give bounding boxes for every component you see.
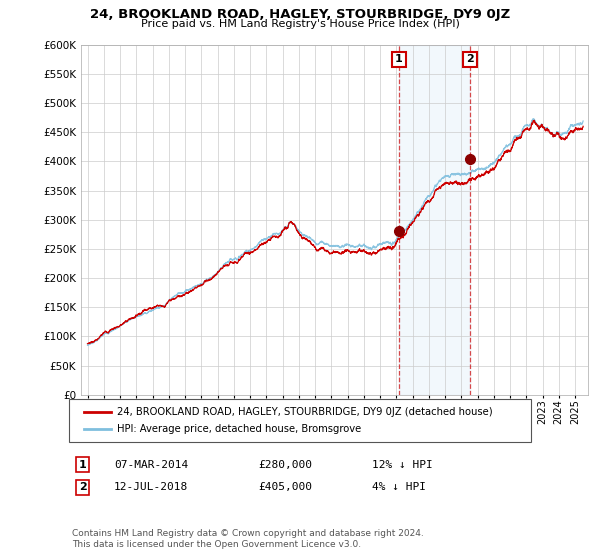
Text: 12% ↓ HPI: 12% ↓ HPI bbox=[372, 460, 433, 470]
Bar bbox=[399, 45, 470, 395]
Text: 24, BROOKLAND ROAD, HAGLEY, STOURBRIDGE, DY9 0JZ: 24, BROOKLAND ROAD, HAGLEY, STOURBRIDGE,… bbox=[90, 8, 510, 21]
Text: HPI: Average price, detached house, Bromsgrove: HPI: Average price, detached house, Brom… bbox=[117, 424, 361, 434]
Text: 4% ↓ HPI: 4% ↓ HPI bbox=[372, 482, 426, 492]
Text: £405,000: £405,000 bbox=[258, 482, 312, 492]
Text: 2: 2 bbox=[79, 482, 86, 492]
Text: 2: 2 bbox=[466, 54, 474, 64]
Text: 1: 1 bbox=[79, 460, 86, 470]
Text: 1: 1 bbox=[395, 54, 403, 64]
Text: Contains HM Land Registry data © Crown copyright and database right 2024.
This d: Contains HM Land Registry data © Crown c… bbox=[72, 529, 424, 549]
Text: 24, BROOKLAND ROAD, HAGLEY, STOURBRIDGE, DY9 0JZ (detached house): 24, BROOKLAND ROAD, HAGLEY, STOURBRIDGE,… bbox=[117, 407, 493, 417]
Text: Price paid vs. HM Land Registry's House Price Index (HPI): Price paid vs. HM Land Registry's House … bbox=[140, 19, 460, 29]
Text: £280,000: £280,000 bbox=[258, 460, 312, 470]
Text: 07-MAR-2014: 07-MAR-2014 bbox=[114, 460, 188, 470]
Text: 12-JUL-2018: 12-JUL-2018 bbox=[114, 482, 188, 492]
